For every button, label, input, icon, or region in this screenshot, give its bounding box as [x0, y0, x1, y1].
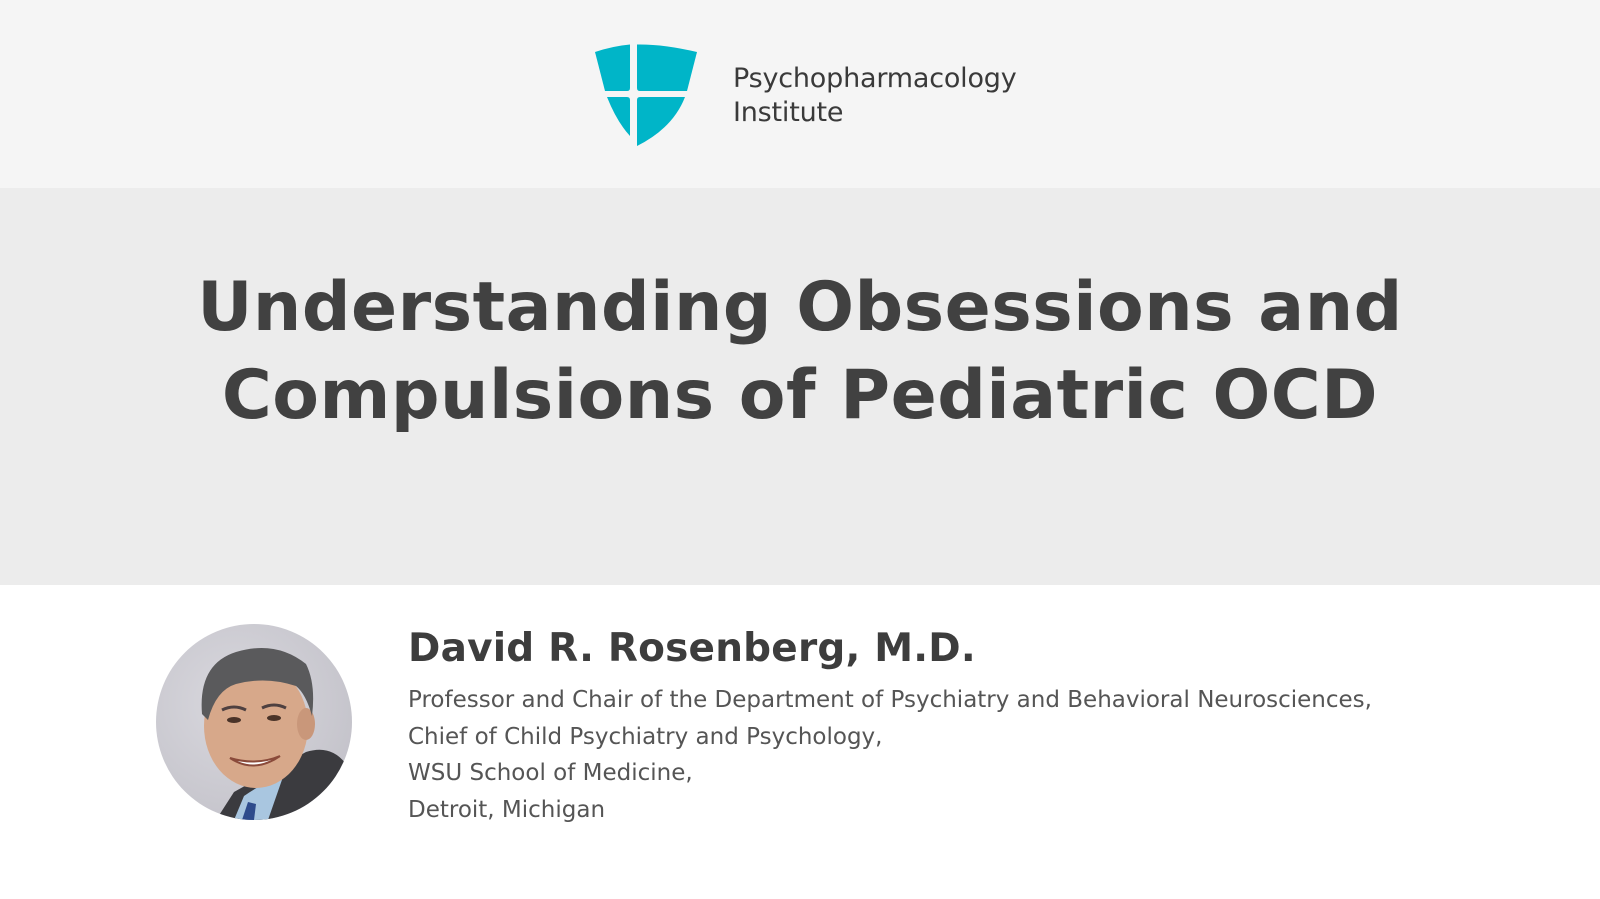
- talk-title-line-2: Compulsions of Pediatric OCD: [221, 356, 1379, 435]
- presenter-photo: [156, 624, 352, 820]
- logo-text-line-2: Institute: [733, 97, 844, 128]
- presenter-section: David R. Rosenberg, M.D. Professor and C…: [0, 585, 1600, 899]
- header-band: Psychopharmacology Institute: [0, 0, 1600, 188]
- title-band: Understanding Obsessions and Compulsions…: [0, 188, 1600, 585]
- affiliation-line-2: Chief of Child Psychiatry and Psychology…: [408, 723, 883, 750]
- talk-title: Understanding Obsessions and Compulsions…: [0, 264, 1600, 440]
- talk-title-line-1: Understanding Obsessions and: [197, 268, 1403, 347]
- presenter-name: David R. Rosenberg, M.D.: [408, 626, 976, 671]
- logo-text-line-1: Psychopharmacology: [733, 63, 1017, 94]
- affiliation-line-4: Detroit, Michigan: [408, 796, 606, 823]
- presenter-affiliation: Professor and Chair of the Department of…: [408, 682, 1372, 828]
- institute-logo: Psychopharmacology Institute: [593, 44, 1017, 148]
- affiliation-line-3: WSU School of Medicine,: [408, 760, 693, 786]
- affiliation-line-1: Professor and Chair of the Department of…: [408, 687, 1372, 713]
- person-silhouette-icon: [201, 648, 352, 820]
- shield-cross-icon: [595, 44, 697, 146]
- logo-text: Psychopharmacology Institute: [733, 62, 1017, 130]
